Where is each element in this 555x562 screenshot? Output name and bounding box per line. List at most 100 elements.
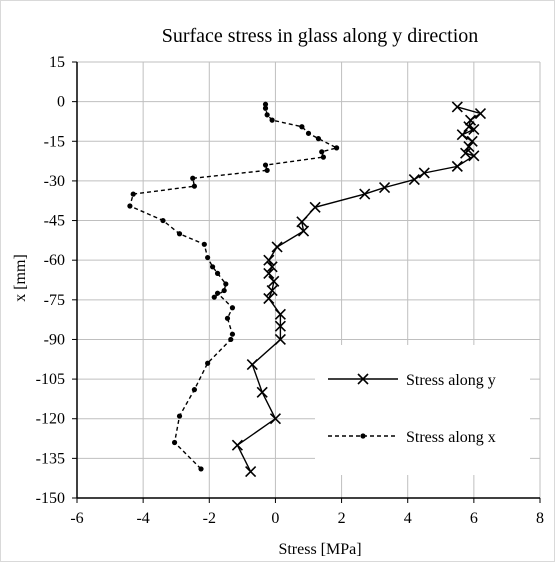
data-point-dot-marker: [211, 294, 217, 300]
data-point-x-marker: [246, 358, 258, 371]
data-point-dot-marker: [299, 124, 305, 130]
y-tick-label: -90: [44, 331, 65, 348]
marker-stroke: [456, 129, 468, 141]
data-point-x-marker: [274, 308, 286, 320]
marker-stroke: [297, 225, 310, 237]
data-point-dot-marker: [264, 167, 270, 173]
data-point-dot-marker: [176, 413, 183, 419]
marker-stroke: [359, 188, 371, 200]
marker-stroke: [274, 308, 286, 320]
y-tick-label: -60: [44, 252, 65, 269]
marker-stroke: [274, 320, 286, 332]
marker-stroke: [271, 241, 283, 253]
x-tick-label: 4: [404, 510, 412, 527]
data-point-dot-marker: [130, 191, 136, 197]
marker-stroke: [463, 140, 475, 153]
data-point-x-marker: [408, 174, 420, 186]
series-stress-along-y: [231, 101, 487, 478]
data-point-x-marker: [309, 201, 321, 213]
marker-stroke: [451, 101, 463, 113]
data-point-dot-marker: [171, 439, 178, 446]
marker-stroke: [269, 413, 281, 425]
y-tick-label: -75: [44, 292, 65, 309]
data-point-dot-marker: [269, 117, 275, 123]
data-point-x-marker: [266, 261, 278, 273]
data-point-x-marker: [263, 292, 275, 305]
marker-stroke: [451, 160, 463, 172]
marker-stroke: [263, 292, 275, 305]
data-point-x-marker: [296, 216, 308, 228]
y-tick-label: -15: [44, 133, 65, 150]
y-tick-label: -150: [36, 490, 65, 507]
data-point-dot-marker: [205, 254, 211, 261]
data-point-dot-marker: [221, 287, 227, 294]
data-point-x-marker: [451, 101, 463, 113]
data-point-x-marker: [464, 114, 477, 126]
data-point-dot-marker: [262, 162, 269, 168]
data-point-x-marker: [256, 386, 268, 398]
legend-background: [315, 345, 530, 475]
axes: [72, 61, 541, 503]
data-point-dot-marker: [334, 145, 340, 151]
data-point-x-marker: [359, 188, 371, 200]
data-point-x-marker: [451, 160, 463, 172]
data-point-x-marker: [263, 254, 275, 266]
data-point-x-marker: [460, 147, 472, 159]
marker-stroke: [231, 439, 243, 451]
marker-stroke: [256, 386, 268, 398]
data-point-dot-marker: [262, 105, 269, 111]
x-tick-label: -4: [136, 510, 149, 527]
chart-title: Surface stress in glass along y directio…: [162, 25, 479, 47]
data-point-x-marker: [418, 167, 430, 179]
x-axis-label: Stress [MPa]: [278, 541, 361, 558]
data-point-x-marker: [456, 129, 468, 141]
y-tick-label: -135: [36, 450, 65, 467]
data-point-dot-marker: [191, 183, 198, 189]
marker-stroke: [418, 167, 430, 179]
data-point-x-marker: [245, 466, 257, 478]
marker-stroke: [296, 216, 308, 228]
y-tick-label: -30: [44, 173, 65, 190]
data-point-dot-marker: [224, 315, 231, 321]
x-tick-label: 8: [536, 510, 544, 527]
marker-stroke: [274, 333, 286, 346]
data-point-x-marker: [268, 275, 280, 287]
data-point-dot-marker: [262, 101, 269, 107]
marker-stroke: [378, 181, 391, 194]
marker-stroke: [468, 150, 480, 162]
marker-stroke: [263, 254, 275, 266]
y-axis-label: x [mm]: [12, 254, 29, 302]
data-point-x-marker: [274, 320, 286, 332]
x-tick-label: 0: [271, 510, 279, 527]
marker-stroke: [468, 123, 480, 135]
series-layer: [127, 101, 487, 478]
data-point-dot-marker: [229, 331, 236, 337]
marker-stroke: [263, 267, 275, 279]
x-tick-label: 2: [338, 510, 346, 527]
legend-label-y: Stress along y: [406, 372, 496, 389]
data-point-x-marker: [378, 181, 391, 194]
data-point-dot-marker: [214, 270, 221, 276]
data-point-dot-marker: [198, 466, 204, 472]
marker-stroke: [466, 135, 478, 147]
data-point-x-marker: [474, 107, 487, 120]
data-point-dot-marker: [214, 290, 221, 296]
marker-stroke: [266, 261, 278, 273]
data-point-dot-marker: [160, 217, 166, 224]
marker-stroke: [460, 147, 472, 159]
series-stress-along-x: [127, 101, 340, 472]
data-point-x-marker: [468, 123, 480, 135]
marker-stroke: [408, 174, 420, 186]
data-point-x-marker: [466, 135, 478, 147]
grid-lines: [76, 61, 541, 499]
data-point-x-marker: [297, 225, 310, 237]
data-point-x-marker: [271, 241, 283, 253]
legend-marker-x: [357, 373, 369, 385]
data-point-x-marker: [274, 333, 286, 346]
data-point-dot-marker: [190, 175, 196, 181]
data-point-x-marker: [269, 413, 281, 425]
data-point-x-marker: [263, 267, 275, 279]
